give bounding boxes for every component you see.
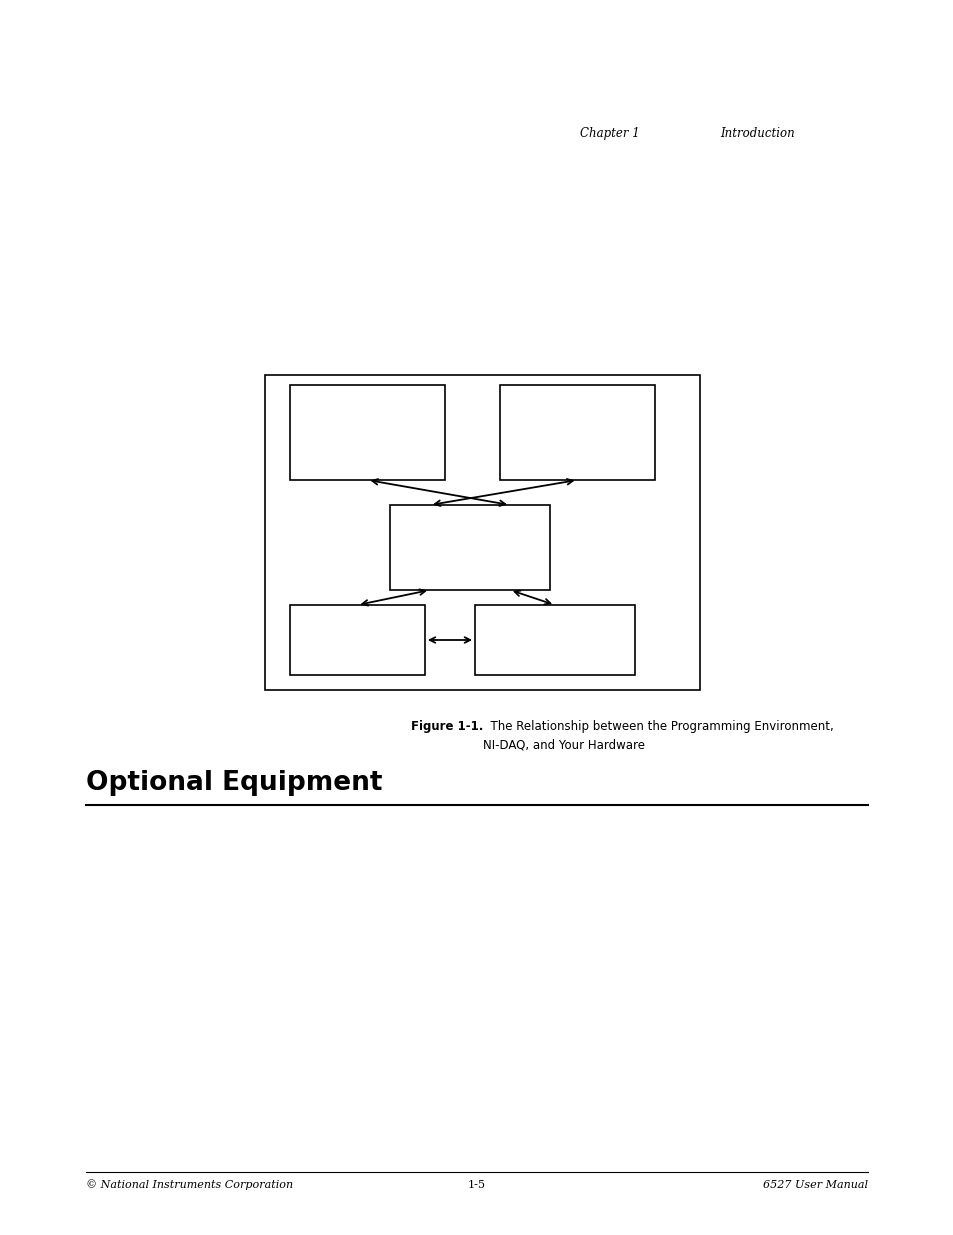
Text: 6527 User Manual: 6527 User Manual bbox=[762, 1179, 867, 1191]
Bar bbox=[390, 505, 550, 590]
Text: 1-5: 1-5 bbox=[468, 1179, 485, 1191]
Bar bbox=[499, 385, 655, 480]
Bar bbox=[265, 375, 700, 690]
Text: The Relationship between the Programming Environment,
NI-DAQ, and Your Hardware: The Relationship between the Programming… bbox=[482, 720, 833, 751]
Text: Optional Equipment: Optional Equipment bbox=[86, 769, 382, 797]
Text: © National Instruments Corporation: © National Instruments Corporation bbox=[86, 1179, 293, 1191]
Text: Chapter 1: Chapter 1 bbox=[579, 127, 639, 140]
Bar bbox=[475, 605, 635, 676]
Bar bbox=[290, 385, 444, 480]
Text: Introduction: Introduction bbox=[720, 127, 794, 140]
Text: Figure 1-1.: Figure 1-1. bbox=[410, 720, 482, 734]
Bar bbox=[290, 605, 424, 676]
